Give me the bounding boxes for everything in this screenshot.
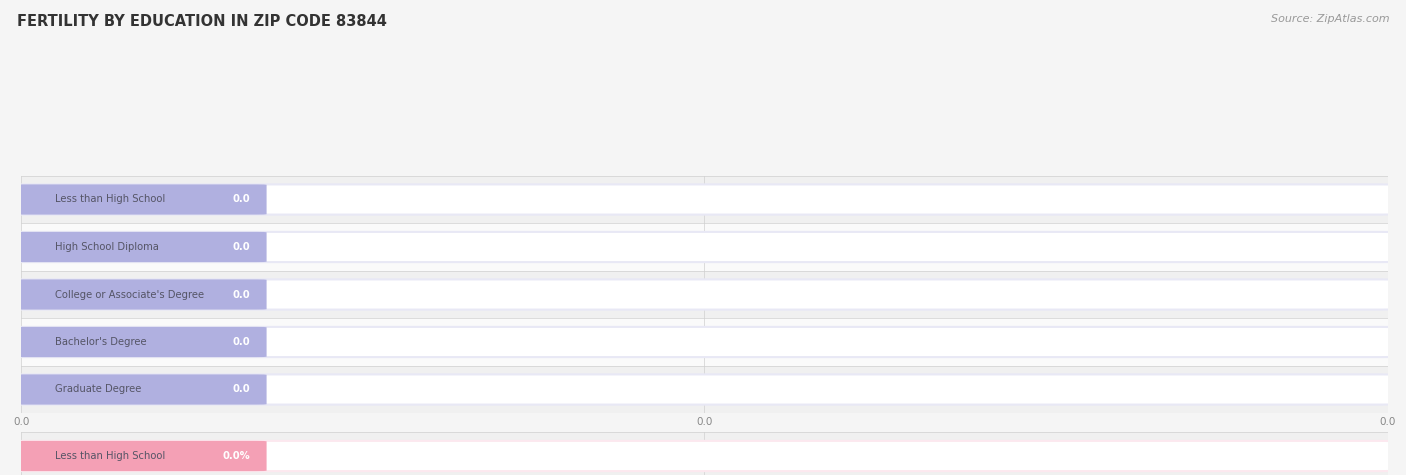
Bar: [21, 318, 1388, 366]
Bar: [21, 366, 1388, 413]
Text: 0.0%: 0.0%: [222, 451, 250, 461]
Text: Graduate Degree: Graduate Degree: [55, 384, 142, 395]
Text: 0.0: 0.0: [232, 337, 250, 347]
Text: College or Associate's Degree: College or Associate's Degree: [55, 289, 204, 300]
FancyBboxPatch shape: [14, 184, 1392, 215]
Text: FERTILITY BY EDUCATION IN ZIP CODE 83844: FERTILITY BY EDUCATION IN ZIP CODE 83844: [17, 14, 387, 29]
FancyBboxPatch shape: [14, 374, 1392, 405]
FancyBboxPatch shape: [14, 327, 1392, 357]
Text: 0.0: 0.0: [232, 384, 250, 395]
Bar: [21, 432, 1388, 475]
Text: 0.0: 0.0: [232, 289, 250, 300]
FancyBboxPatch shape: [14, 374, 267, 405]
Text: Bachelor's Degree: Bachelor's Degree: [55, 337, 146, 347]
Text: High School Diploma: High School Diploma: [55, 242, 159, 252]
Bar: [21, 176, 1388, 223]
FancyBboxPatch shape: [14, 327, 267, 357]
Text: 0.0: 0.0: [232, 194, 250, 205]
Text: Less than High School: Less than High School: [55, 451, 166, 461]
FancyBboxPatch shape: [14, 441, 1392, 471]
Text: 0.0: 0.0: [232, 242, 250, 252]
Text: Source: ZipAtlas.com: Source: ZipAtlas.com: [1271, 14, 1389, 24]
Text: Less than High School: Less than High School: [55, 194, 166, 205]
Bar: [21, 223, 1388, 271]
FancyBboxPatch shape: [14, 232, 267, 262]
FancyBboxPatch shape: [14, 279, 267, 310]
FancyBboxPatch shape: [14, 279, 1392, 310]
FancyBboxPatch shape: [14, 184, 267, 215]
FancyBboxPatch shape: [14, 441, 267, 471]
Bar: [21, 271, 1388, 318]
FancyBboxPatch shape: [14, 232, 1392, 262]
